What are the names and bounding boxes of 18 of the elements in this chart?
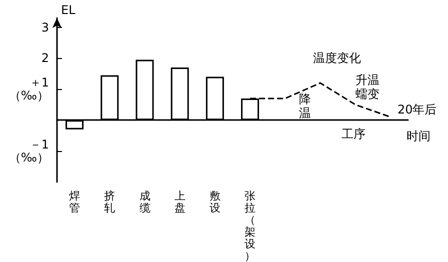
y-tick-label: ＋1 （‰）: [8, 76, 49, 103]
x-tick-label: 上盘: [174, 190, 186, 214]
y-axis-title: EL: [61, 3, 76, 17]
annotation: 20年后: [397, 102, 437, 116]
x-axis-title: 时间: [406, 129, 430, 144]
annotation: 工序: [341, 127, 366, 142]
y-tick-label: 2: [41, 51, 49, 66]
x-tick-label: 挤轧: [104, 190, 116, 214]
y-tick-label: 3: [41, 20, 49, 34]
y-tick-label: －1 （‰）: [8, 138, 49, 165]
annotation: 蠕变: [355, 86, 380, 101]
x-tick-label: 张拉（架设）: [244, 190, 256, 262]
x-tick-label: 敷设: [209, 190, 220, 214]
annotation: 升温: [355, 72, 380, 87]
x-tick-label: 成缆: [139, 190, 150, 214]
annotation: 降温: [299, 92, 312, 120]
x-tick-label: 焊管: [69, 190, 80, 214]
annotation: 温度变化: [313, 51, 362, 66]
